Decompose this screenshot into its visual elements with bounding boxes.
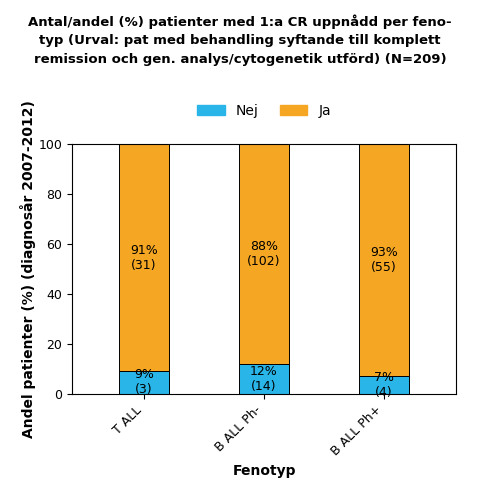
Text: 93%
(55): 93% (55) [370, 246, 398, 274]
Text: 12%
(14): 12% (14) [250, 365, 278, 393]
Text: 91%
(31): 91% (31) [130, 243, 158, 272]
Bar [119, 144, 169, 371]
Text: Antal/andel (%) patienter med 1:a CR uppnådd per feno-: Antal/andel (%) patienter med 1:a CR upp… [28, 14, 452, 29]
Y-axis label: Andel patienter (%) (diagnosår 2007-2012): Andel patienter (%) (diagnosår 2007-2012… [20, 100, 36, 438]
Text: 9%
(3): 9% (3) [134, 368, 154, 396]
Bar [359, 144, 409, 376]
Text: 88%
(102): 88% (102) [247, 240, 281, 268]
Text: 7%
(4): 7% (4) [374, 371, 394, 399]
Bar [119, 371, 169, 394]
Bar [359, 376, 409, 394]
Bar [239, 144, 289, 364]
Legend: Nej, Ja: Nej, Ja [192, 98, 336, 123]
X-axis label: Fenotyp: Fenotyp [232, 464, 296, 478]
Text: typ (Urval: pat med behandling syftande till komplett: typ (Urval: pat med behandling syftande … [39, 34, 441, 47]
Text: remission och gen. analys/cytogenetik utförd) (N=209): remission och gen. analys/cytogenetik ut… [34, 53, 446, 66]
Bar [239, 364, 289, 394]
